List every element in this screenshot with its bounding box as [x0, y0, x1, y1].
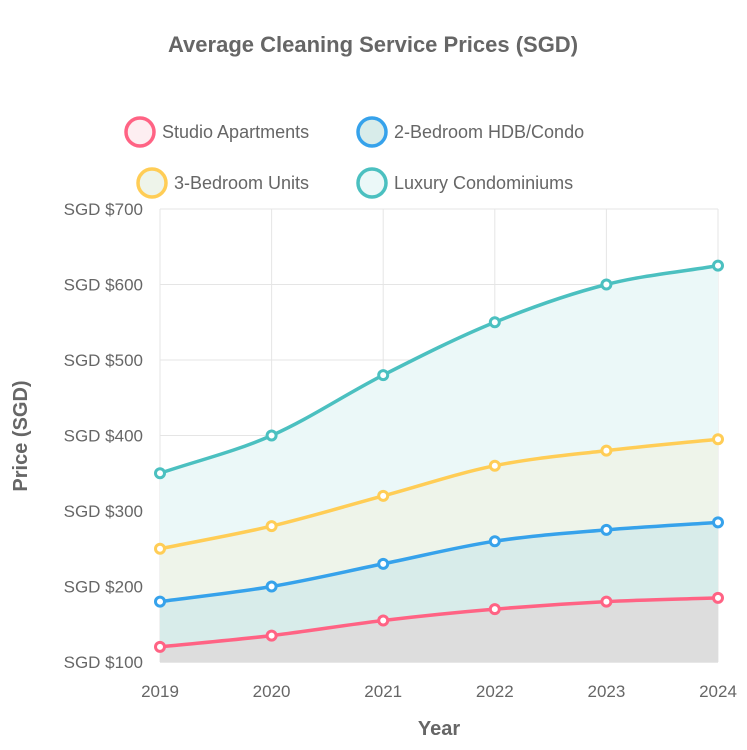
data-point[interactable] — [154, 595, 166, 608]
data-point[interactable] — [488, 316, 501, 329]
x-axis-ticks: 2019 2020 2021 2022 2023 2024 — [141, 682, 737, 701]
legend-label: 3-Bedroom Units — [174, 173, 309, 193]
data-point[interactable] — [712, 591, 724, 604]
data-point[interactable] — [377, 614, 390, 627]
area-fill-1 — [160, 597, 718, 662]
data-point[interactable] — [600, 444, 613, 457]
legend-label: Studio Apartments — [162, 122, 309, 142]
data-points — [154, 259, 724, 653]
series-line-3 — [158, 437, 720, 551]
series-lines — [158, 263, 720, 649]
data-point[interactable] — [712, 516, 724, 529]
data-point[interactable] — [265, 520, 278, 533]
y-tick-label: SGD $200 — [64, 578, 143, 597]
y-tick-label: SGD $100 — [64, 653, 143, 672]
legend-swatch — [136, 167, 168, 199]
area-fill-4 — [160, 265, 718, 549]
x-tick-label: 2019 — [141, 682, 179, 701]
y-axis-ticks: SGD $100 SGD $200 SGD $300 SGD $400 SGD $500… — [64, 200, 143, 672]
legend-swatch — [356, 167, 388, 199]
data-point[interactable] — [154, 542, 166, 555]
data-point[interactable] — [377, 369, 390, 382]
x-tick-label: 2020 — [253, 682, 291, 701]
legend-swatch — [124, 116, 156, 148]
y-tick-label: SGD $700 — [64, 200, 143, 219]
area-fill-3 — [160, 439, 718, 602]
legend-item-1[interactable]: Studio Apartments — [124, 116, 309, 148]
data-point[interactable] — [600, 595, 613, 608]
series-line-2 — [158, 520, 720, 604]
chart-title: Average Cleaning Service Prices (SGD) — [168, 32, 578, 57]
series-line-4 — [158, 263, 720, 475]
data-point[interactable] — [600, 278, 613, 291]
y-tick-label: SGD $300 — [64, 502, 143, 521]
x-tick-label: 2023 — [587, 682, 625, 701]
data-point[interactable] — [265, 580, 278, 593]
x-tick-label: 2024 — [699, 682, 737, 701]
legend-swatch — [356, 116, 388, 148]
legend-item-2[interactable]: 2-Bedroom HDB/Condo — [356, 116, 584, 148]
data-point[interactable] — [488, 535, 501, 548]
legend-item-3[interactable]: 3-Bedroom Units — [136, 167, 309, 199]
y-axis-title: Price (SGD) — [10, 380, 32, 491]
data-point[interactable] — [488, 459, 501, 472]
data-point[interactable] — [265, 429, 278, 442]
data-point[interactable] — [154, 467, 166, 480]
data-point[interactable] — [488, 603, 501, 616]
data-point[interactable] — [712, 259, 724, 272]
legend-label: 2-Bedroom HDB/Condo — [394, 122, 584, 142]
data-point[interactable] — [377, 489, 390, 502]
data-point[interactable] — [377, 557, 390, 570]
y-tick-label: SGD $500 — [64, 351, 143, 370]
data-point[interactable] — [265, 629, 278, 642]
area-fills — [160, 265, 718, 662]
x-axis-title: Year — [418, 718, 460, 740]
legend-item-4[interactable]: Luxury Condominiums — [356, 167, 573, 199]
x-tick-label: 2022 — [476, 682, 514, 701]
y-tick-label: SGD $400 — [64, 427, 143, 446]
series-line-1 — [158, 596, 720, 649]
data-point[interactable] — [600, 523, 613, 536]
legend: Studio Apartments 2-Bedroom HDB/Condo 3-Be… — [124, 116, 584, 199]
area-fill-2 — [160, 522, 718, 647]
data-point[interactable] — [154, 640, 166, 653]
legend-label: Luxury Condominiums — [394, 173, 573, 193]
x-tick-label: 2021 — [364, 682, 402, 701]
y-tick-label: SGD $600 — [64, 276, 143, 295]
data-point[interactable] — [712, 433, 724, 446]
